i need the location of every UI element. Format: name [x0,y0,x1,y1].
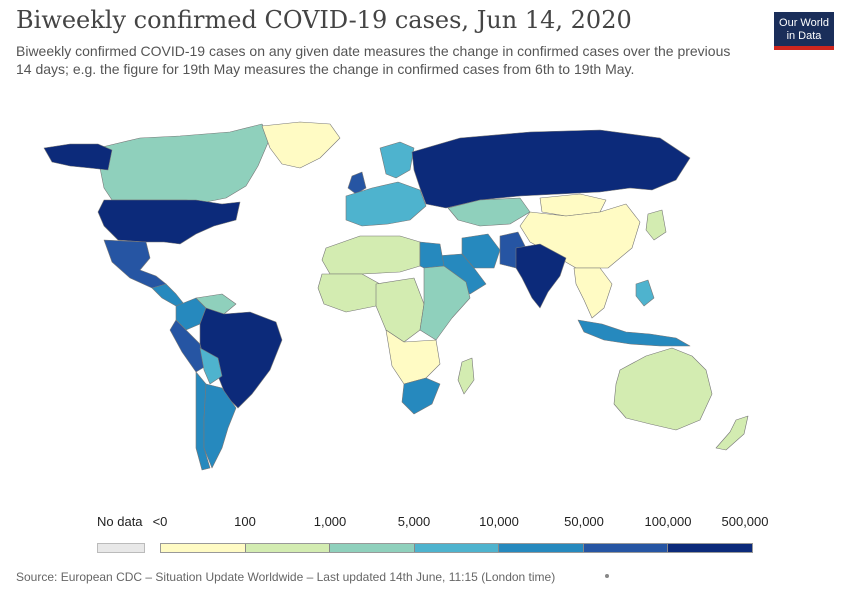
region-peru[interactable] [169,319,207,373]
region-alaska[interactable] [43,143,113,171]
legend-tick-label: 500,000 [721,514,769,529]
region-mexico[interactable] [103,239,167,289]
region-bolivia[interactable] [199,347,223,385]
footer-dot [605,574,609,578]
legend-bin[interactable] [414,544,500,552]
legend-bin[interactable] [583,544,669,552]
region-brazil[interactable] [199,307,283,409]
region-united-states[interactable] [97,199,241,245]
region-argentina[interactable] [203,383,237,469]
region-new-zealand[interactable] [715,415,749,451]
region-southeast-asia[interactable] [573,267,613,319]
legend-tick-label: 100,000 [644,514,692,529]
region-greenland[interactable] [261,121,341,169]
legend-tick-label: 100 [234,514,256,529]
legend-bin[interactable] [499,544,584,552]
legend-bin[interactable] [330,544,415,552]
region-north-africa[interactable] [321,235,421,275]
region-south-africa[interactable] [401,377,441,415]
legend-tick-label: 50,000 [564,514,604,529]
legend-no-data-swatch[interactable] [97,543,145,553]
legend-tick-label: <0 [152,514,168,529]
region-europe-west[interactable] [345,181,427,227]
legend-color-bar [160,543,753,553]
region-scandinavia[interactable] [379,141,415,179]
region-indonesia[interactable] [577,319,691,347]
region-japan[interactable] [645,209,667,241]
region-venezuela[interactable] [195,293,237,315]
world-map [43,121,749,471]
region-india[interactable] [515,243,567,309]
source-note: Source: European CDC – Situation Update … [16,570,556,584]
region-united-kingdom[interactable] [347,171,367,195]
logo-line-2: in Data [786,30,822,42]
legend-no-data-label: No data [97,514,143,529]
chart-subtitle: Biweekly confirmed COVID-19 cases on any… [16,43,731,77]
region-kazakhstan[interactable] [447,197,531,227]
region-east-africa[interactable] [419,265,471,341]
legend-bin[interactable] [668,544,753,552]
legend-tick-label: 5,000 [397,514,431,529]
legend-tick-label: 10,000 [479,514,519,529]
region-southern-africa[interactable] [385,329,441,385]
legend-bin[interactable] [245,544,331,552]
region-egypt[interactable] [419,241,445,269]
region-central-america[interactable] [151,283,185,307]
region-russia[interactable] [411,129,691,209]
region-central-africa[interactable] [375,277,425,343]
chart-title: Biweekly confirmed COVID-19 cases, Jun 1… [16,6,632,34]
logo-line-1: Our World [779,17,829,29]
region-canada[interactable] [97,123,271,203]
owid-logo[interactable]: Our World in Data [774,12,834,50]
region-australia[interactable] [613,347,713,431]
legend-bin[interactable] [161,544,246,552]
region-madagascar[interactable] [457,357,475,395]
region-west-africa[interactable] [317,273,381,313]
legend-tick-label: 1,000 [313,514,347,529]
region-philippines[interactable] [635,279,655,307]
